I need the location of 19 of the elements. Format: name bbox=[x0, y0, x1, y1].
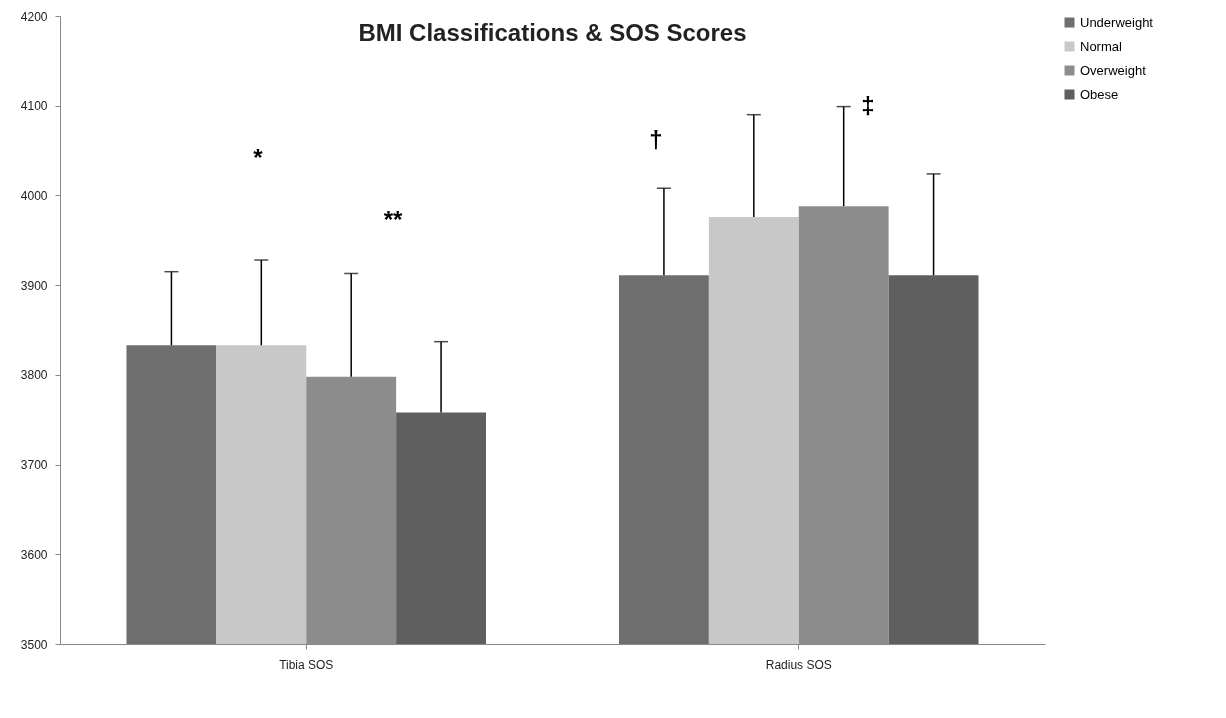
legend-label: Underweight bbox=[1080, 14, 1154, 30]
y-tick-label: 3600 bbox=[20, 547, 48, 562]
y-tick-label: 4200 bbox=[20, 9, 48, 24]
annotation: † bbox=[649, 126, 663, 153]
y-tick-label: 3700 bbox=[20, 458, 48, 473]
legend-label: Obese bbox=[1080, 86, 1119, 102]
y-tick-label: 3500 bbox=[20, 637, 48, 652]
chart-title: BMI Classifications & SOS Scores bbox=[358, 19, 747, 46]
x-tick-label: Radius SOS bbox=[765, 657, 832, 672]
legend-label: Overweight bbox=[1080, 62, 1147, 78]
y-tick-label: 4000 bbox=[20, 188, 48, 203]
legend-label: Normal bbox=[1080, 38, 1123, 54]
annotation: * bbox=[253, 144, 264, 171]
y-tick-label: 3900 bbox=[20, 278, 48, 293]
y-tick-label: 3800 bbox=[20, 368, 48, 383]
x-tick-label: Tibia SOS bbox=[279, 657, 334, 672]
annotation: ‡ bbox=[861, 92, 875, 119]
annotation: ** bbox=[383, 206, 403, 233]
y-tick-label: 4100 bbox=[20, 99, 48, 114]
